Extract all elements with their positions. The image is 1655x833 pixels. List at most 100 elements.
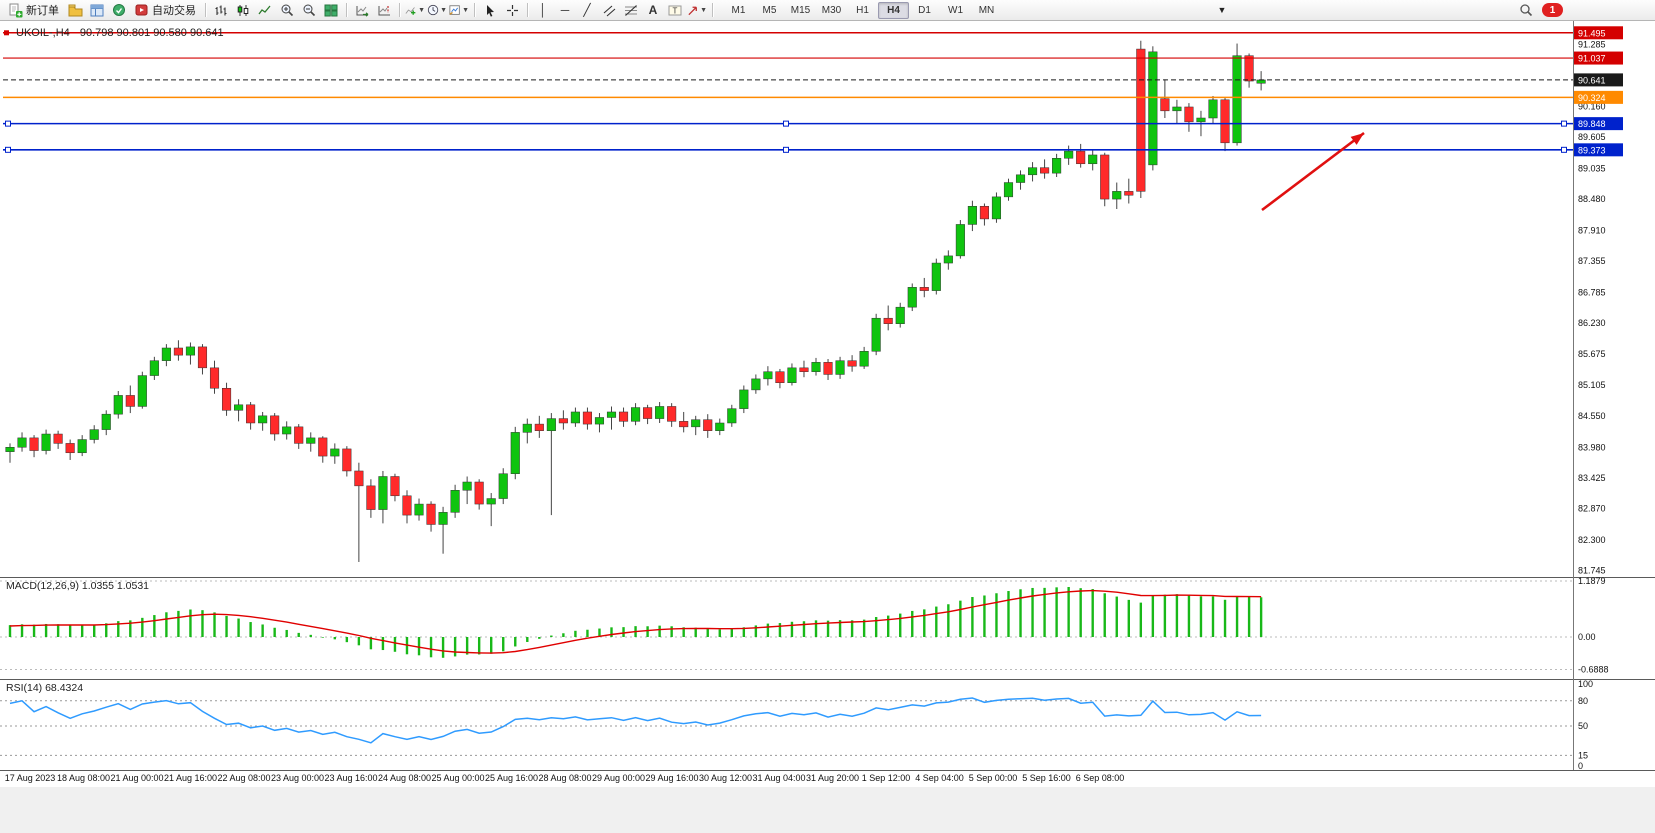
- time-axis-label: 21 Aug 00:00: [110, 773, 163, 783]
- candle: [29, 437, 39, 451]
- zoom-in-button[interactable]: [277, 2, 297, 19]
- bar-chart-button[interactable]: [211, 2, 231, 19]
- fibonacci-button[interactable]: [621, 2, 641, 19]
- chevron-down-icon: ▼: [440, 6, 447, 14]
- candle: [294, 426, 304, 444]
- candle: [715, 422, 725, 431]
- candle: [631, 407, 641, 422]
- auto-trading-button[interactable]: 自动交易: [130, 1, 201, 19]
- price-badge: [1574, 51, 1623, 65]
- candle: [41, 433, 51, 451]
- candle: [462, 481, 472, 491]
- trend-arrow-head[interactable]: [1350, 133, 1364, 145]
- indicators-button[interactable]: ▼: [405, 2, 425, 19]
- new-order-button[interactable]: 新订单: [3, 1, 64, 19]
- price-axis-label: 85.675: [1578, 349, 1606, 359]
- price-axis-label: 85.105: [1578, 380, 1606, 390]
- time-axis-label: 25 Aug 00:00: [431, 773, 484, 783]
- candle: [1244, 55, 1254, 82]
- tf-button-h1[interactable]: H1: [856, 4, 869, 16]
- tf-button-m30[interactable]: M30: [821, 4, 842, 16]
- data-window-icon: [113, 4, 125, 16]
- line-handle[interactable]: [783, 146, 789, 153]
- text-label-button[interactable]: T: [665, 2, 685, 19]
- line-chart-button[interactable]: [255, 2, 275, 19]
- add-indicator-icon: [405, 6, 416, 15]
- candle: [390, 476, 400, 497]
- text-button[interactable]: A: [643, 2, 663, 19]
- candle: [354, 470, 364, 487]
- line-handle[interactable]: [4, 30, 9, 36]
- data-window-button[interactable]: [109, 2, 129, 19]
- candle: [1148, 51, 1158, 166]
- horizontal-line-button[interactable]: ─: [555, 2, 575, 19]
- market-watch-button[interactable]: [87, 2, 107, 19]
- candle: [330, 448, 340, 457]
- line-handle[interactable]: [1561, 120, 1567, 127]
- auto-scroll-icon: [356, 5, 368, 17]
- candle: [450, 490, 460, 513]
- candle: [883, 317, 893, 324]
- templates-icon: [449, 4, 460, 15]
- candle: [77, 439, 87, 454]
- notification-badge[interactable]: 1: [1542, 3, 1563, 17]
- chevron-down-icon: ▼: [462, 6, 469, 14]
- bar-chart-icon: [215, 5, 227, 15]
- auto-scroll-button[interactable]: [352, 2, 372, 19]
- tf-button-m1[interactable]: M1: [731, 4, 746, 16]
- tf-button-h4[interactable]: H4: [878, 1, 909, 19]
- tf-button-d1[interactable]: D1: [918, 4, 931, 16]
- candle: [438, 512, 448, 525]
- vertical-line-button[interactable]: │: [533, 2, 553, 19]
- candle: [799, 367, 809, 372]
- trendline-icon: ╱: [583, 3, 591, 17]
- auto-trading-icon: [135, 4, 148, 16]
- candle: [1064, 150, 1074, 159]
- time-axis-label: 5 Sep 00:00: [969, 773, 1018, 783]
- channel-button[interactable]: [599, 2, 619, 19]
- candle: [246, 404, 256, 424]
- price-axis-label: 82.300: [1578, 535, 1606, 545]
- profiles-button[interactable]: [65, 2, 85, 19]
- macd-signal-line: [9, 589, 1262, 654]
- candle: [823, 362, 833, 375]
- search-icon[interactable]: [1519, 3, 1533, 17]
- line-handle[interactable]: [1561, 146, 1567, 153]
- candlestick-chart-button[interactable]: [233, 2, 253, 19]
- price-axis-label: 83.980: [1578, 442, 1606, 452]
- toolbar: 新订单 自动交易: [0, 0, 1655, 21]
- templates-button[interactable]: ▼: [449, 2, 469, 19]
- tf-button-w1[interactable]: W1: [948, 4, 963, 16]
- candle: [318, 437, 328, 457]
- trend-arrow[interactable]: [1261, 131, 1365, 212]
- line-handle[interactable]: [5, 120, 11, 127]
- toolbar-more-icon[interactable]: ▼: [1217, 5, 1227, 15]
- tile-windows-button[interactable]: [321, 2, 341, 19]
- line-handle[interactable]: [5, 146, 11, 153]
- candle: [498, 473, 508, 499]
- line-handle[interactable]: [783, 120, 789, 127]
- tf-button-mn[interactable]: MN: [978, 4, 995, 16]
- periods-button[interactable]: ▼: [427, 2, 447, 19]
- arrows-button[interactable]: ▼: [687, 2, 707, 19]
- crosshair-button[interactable]: [502, 2, 522, 19]
- price-badge-value: 91.037: [1578, 54, 1606, 64]
- toolbar-separator: [474, 3, 475, 17]
- chevron-down-icon: ▼: [700, 6, 707, 14]
- candle: [5, 447, 15, 452]
- zoom-out-button[interactable]: [299, 2, 319, 19]
- candle: [1088, 154, 1098, 165]
- trendline-button[interactable]: ╱: [577, 2, 597, 19]
- cursor-button[interactable]: [480, 2, 500, 19]
- price-axis-label: 83.425: [1578, 473, 1606, 483]
- price-axis-label: 88.480: [1578, 194, 1606, 204]
- toolbar-right-group: 1: [1519, 3, 1655, 17]
- tf-button-m5[interactable]: M5: [762, 4, 777, 16]
- macd-histogram: [8, 587, 1263, 658]
- chart-shift-icon: [378, 5, 390, 15]
- vertical-line-icon: │: [539, 3, 547, 17]
- candle: [931, 262, 941, 291]
- chart-shift-button[interactable]: [374, 2, 394, 19]
- tf-button-m15[interactable]: M15: [790, 4, 811, 16]
